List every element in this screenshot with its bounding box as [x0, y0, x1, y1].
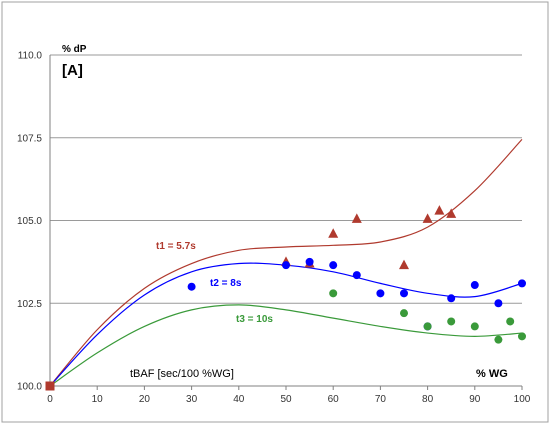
x-tick-label: 100: [514, 394, 531, 405]
origin-point: [45, 381, 55, 391]
trend-line-3: [49, 304, 523, 387]
x-tick-label: 20: [139, 394, 151, 405]
data-point-s1: [399, 259, 409, 270]
x-tick-label: 40: [233, 394, 245, 405]
data-point-s2: [447, 294, 456, 303]
data-point-s2: [329, 261, 338, 270]
y-axis-label: % dP: [62, 44, 87, 55]
x-tick-label: 90: [469, 394, 481, 405]
data-point-s1: [434, 205, 445, 215]
x-tick-label: 80: [422, 394, 434, 405]
data-point-s2: [518, 279, 526, 288]
data-point-s2: [400, 289, 408, 298]
grid-lines: [50, 54, 522, 304]
x-axis-label: % WG: [476, 368, 508, 380]
y-tick-label: 107.5: [17, 133, 42, 144]
data-point-s3: [494, 335, 503, 344]
data-point-s3: [518, 332, 526, 341]
y-tick-label: 102.5: [17, 299, 42, 310]
data-point-s1: [446, 208, 457, 218]
x-tick-label: 70: [375, 394, 387, 405]
trend-line-1: [49, 138, 523, 387]
data-point-s3: [447, 317, 456, 326]
annotation-text: tBAF [sec/100 %WG]: [130, 368, 234, 380]
data-point-s2: [305, 257, 314, 266]
y-tick-label: 105.0: [17, 216, 42, 227]
x-tick-label: 50: [280, 394, 292, 405]
series-label-t3: t3 = 10s: [236, 314, 273, 325]
x-tick-label: 0: [47, 394, 53, 405]
y-tick-label: 110.0: [18, 51, 43, 62]
data-points: [45, 205, 526, 391]
data-point-s3: [470, 322, 479, 331]
data-point-s1: [328, 228, 339, 238]
series-label-t1: t1 = 5.7s: [156, 241, 196, 252]
y-tick-label: 100.0: [17, 382, 42, 393]
axes: 100.0 102.5 105.0 107.5 110.0 0 10 20 30 40 50 60 70…: [17, 51, 531, 406]
data-point-s3: [506, 317, 515, 326]
data-point-s2: [187, 282, 196, 291]
data-point-s2: [282, 261, 290, 270]
data-point-s3: [329, 289, 338, 298]
data-point-s2: [376, 289, 385, 298]
data-point-s2: [470, 281, 479, 290]
x-tick-label: 30: [186, 394, 198, 405]
series-label-t2: t2 = 8s: [210, 278, 242, 289]
data-point-s2: [352, 271, 361, 280]
x-tick-label: 10: [92, 394, 104, 405]
data-point-s1: [351, 213, 362, 223]
panel-label: [A]: [62, 62, 83, 79]
x-tick-label: 60: [328, 394, 340, 405]
data-point-s2: [494, 299, 503, 308]
labels: % dP [A] tBAF [sec/100 %WG] % WG t1 = 5.…: [62, 44, 508, 380]
data-point-s3: [400, 309, 408, 318]
data-point-s1: [422, 213, 433, 223]
data-point-s3: [423, 322, 432, 331]
